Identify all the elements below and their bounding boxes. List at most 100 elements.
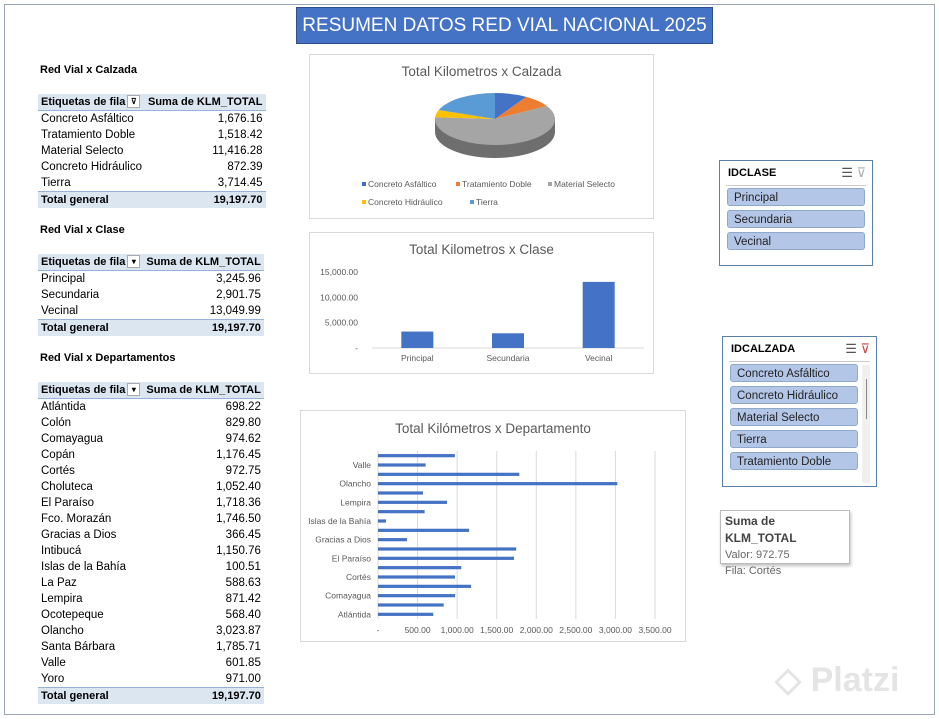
slicer-item[interactable]: Vecinal — [727, 232, 865, 250]
row-value: 1,176.45 — [216, 448, 261, 461]
row-label: Tierra — [41, 176, 71, 189]
x-tick-label: Secundaria — [486, 353, 529, 363]
table-row[interactable]: Principal 3,245.96 — [38, 271, 264, 288]
row-value: 698.22 — [225, 400, 261, 413]
bar-department — [378, 528, 470, 532]
bar-department — [378, 538, 408, 542]
pie-slice-1 — [495, 96, 547, 119]
row-value: 588.63 — [225, 576, 261, 589]
row-value: 1,150.76 — [216, 544, 261, 557]
slicer-item[interactable]: Secundaria — [727, 210, 865, 228]
row-label: Comayagua — [41, 432, 104, 445]
bar-department — [378, 612, 434, 616]
slicer-item[interactable]: Concreto Asfáltico — [730, 364, 858, 382]
table-header: Etiquetas de fila ▾ Suma de KLM_TOTAL — [38, 254, 264, 271]
table-row[interactable]: La Paz 588.63 — [38, 575, 264, 591]
slicer-item[interactable]: Concreto Hidráulico — [730, 386, 858, 404]
table-row[interactable]: Olancho 3,023.87 — [38, 623, 264, 639]
row-label: Cortés — [41, 464, 75, 477]
row-value: 568.40 — [225, 608, 261, 621]
table-row[interactable]: Intibucá 1,150.76 — [38, 543, 264, 559]
row-value: 829.80 — [225, 416, 261, 429]
scrollbar[interactable] — [862, 365, 870, 483]
value-header: Suma de KLM_TOTAL — [145, 94, 266, 111]
chart-title: Total Kilometros x Clase — [409, 242, 554, 257]
bar-vecinal — [582, 281, 615, 348]
slicer-item[interactable]: Principal — [727, 188, 865, 206]
table-row[interactable]: Islas de la Bahía 100.51 — [38, 559, 264, 575]
table-row[interactable]: Atlántida 698.22 — [38, 399, 264, 416]
row-labels-header[interactable]: Etiquetas de fila ⊽ — [38, 94, 145, 111]
row-value: 601.85 — [225, 656, 261, 669]
table-row[interactable]: Tratamiento Doble 1,518.42 — [38, 127, 266, 143]
clear-filter-icon[interactable]: ⊽ — [860, 341, 870, 356]
multi-select-icon[interactable]: ☰ — [841, 165, 853, 180]
table-row[interactable]: Fco. Morazán 1,746.50 — [38, 511, 264, 527]
row-label: Valle — [41, 656, 66, 669]
table-row[interactable]: Comayagua 974.62 — [38, 431, 264, 447]
bar-department — [378, 500, 447, 504]
table-row[interactable]: Copán 1,176.45 — [38, 447, 264, 463]
row-labels-header[interactable]: Etiquetas de fila ▾ — [38, 382, 144, 399]
y-tick-label: Olancho — [339, 479, 371, 489]
slicer-item[interactable]: Material Selecto — [730, 408, 858, 426]
clear-filter-icon[interactable]: ⊽ — [856, 165, 866, 180]
filter-icon[interactable]: ⊽ — [127, 95, 141, 109]
x-tick-label: 500.00 — [405, 625, 431, 635]
row-value: 1,785.71 — [216, 640, 261, 653]
bar-chart-clase[interactable]: Total Kilometros x Clase - 5,000.00 10,000… — [309, 232, 654, 374]
total-label: Total general — [38, 191, 145, 208]
row-value: 974.62 — [225, 432, 261, 445]
table-row[interactable]: Vecinal 13,049.99 — [38, 303, 264, 320]
table-title-calzada: Red Vial x Calzada — [40, 64, 138, 76]
slicer-idclase[interactable]: IDCLASE ☰ ⊽ Principal Secundaria Vecinal — [719, 160, 873, 266]
row-label: Atlántida — [41, 400, 86, 413]
dropdown-icon[interactable]: ▾ — [127, 383, 141, 397]
legend-marker — [362, 182, 366, 186]
slicer-idcalzada[interactable]: IDCALZADA ☰ ⊽ Concreto Asfáltico Concreto H… — [722, 336, 877, 487]
table-row[interactable]: Gracias a Dios 366.45 — [38, 527, 264, 543]
table-row[interactable]: Tierra 3,714.45 — [38, 175, 266, 192]
row-value: 3,714.45 — [217, 176, 263, 189]
total-value: 19,197.70 — [143, 319, 264, 336]
table-row[interactable]: Lempira 871.42 — [38, 591, 264, 607]
row-label: Olancho — [41, 624, 84, 637]
table-row[interactable]: Secundaria 2,901.75 — [38, 287, 264, 303]
row-value: 13,049.99 — [209, 304, 261, 317]
pie-chart-calzada[interactable]: Total Kilometros x Calzada Concreto Asfá… — [309, 54, 654, 219]
table-row[interactable]: Yoro 971.00 — [38, 671, 264, 688]
table-row[interactable]: Concreto Asfáltico 1,676.16 — [38, 111, 266, 128]
chart-title: Total Kilometros x Calzada — [401, 64, 562, 79]
legend-marker — [470, 200, 474, 204]
legend-marker — [456, 182, 460, 186]
table-row[interactable]: Valle 601.85 — [38, 655, 264, 671]
table-row[interactable]: Ocotepeque 568.40 — [38, 607, 264, 623]
table-row[interactable]: Concreto Hidráulico 872.39 — [38, 159, 266, 175]
table-row[interactable]: El Paraíso 1,718.36 — [38, 495, 264, 511]
table-row[interactable]: Material Selecto 11,416.28 — [38, 143, 266, 159]
bar-chart-departamento[interactable]: Total Kilómetros x Departamento - 500.00 1… — [300, 410, 686, 642]
row-labels-header-text: Etiquetas de fila — [41, 255, 126, 268]
table-row[interactable]: Colón 829.80 — [38, 415, 264, 431]
row-label: Tratamiento Doble — [41, 128, 136, 141]
row-value: 1,718.36 — [216, 496, 261, 509]
multi-select-icon[interactable]: ☰ — [845, 341, 857, 356]
row-value: 3,245.96 — [216, 272, 261, 285]
row-value: 872.39 — [227, 160, 263, 173]
slicer-item[interactable]: Tratamiento Doble — [730, 452, 858, 470]
row-value: 11,416.28 — [212, 144, 263, 157]
bar-department — [378, 575, 455, 579]
dropdown-icon[interactable]: ▾ — [127, 255, 141, 269]
table-row[interactable]: Cortés 972.75 — [38, 463, 264, 479]
y-tick-label: Comayagua — [325, 591, 371, 601]
legend-label: Concreto Hidráulico — [368, 197, 443, 207]
table-row[interactable]: Santa Bárbara 1,785.71 — [38, 639, 264, 655]
table-row[interactable]: Choluteca 1,052.40 — [38, 479, 264, 495]
legend-label: Tratamiento Doble — [462, 179, 532, 189]
row-labels-header[interactable]: Etiquetas de fila ▾ — [38, 254, 144, 271]
legend-marker — [548, 182, 552, 186]
legend-label: Material Selecto — [554, 179, 615, 189]
x-tick-label: 2,000.00 — [520, 625, 553, 635]
total-row: Total general 19,197.70 — [38, 191, 266, 208]
slicer-item[interactable]: Tierra — [730, 430, 858, 448]
